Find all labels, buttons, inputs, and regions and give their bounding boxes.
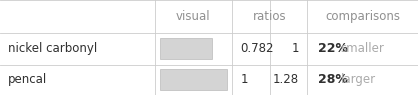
Text: nickel carbonyl: nickel carbonyl (8, 42, 98, 55)
Text: 0.782: 0.782 (240, 42, 274, 55)
Text: 1: 1 (240, 73, 248, 86)
Text: 22%: 22% (318, 42, 348, 55)
Text: comparisons: comparisons (325, 10, 400, 23)
Bar (160, 38, 212, 59)
Bar (160, 69, 227, 90)
Text: visual: visual (176, 10, 211, 23)
Text: pencal: pencal (8, 73, 48, 86)
Text: larger: larger (341, 73, 376, 86)
Text: 28%: 28% (318, 73, 347, 86)
Text: ratios: ratios (253, 10, 286, 23)
Text: 1: 1 (291, 42, 299, 55)
Text: smaller: smaller (341, 42, 385, 55)
Text: 1.28: 1.28 (273, 73, 299, 86)
